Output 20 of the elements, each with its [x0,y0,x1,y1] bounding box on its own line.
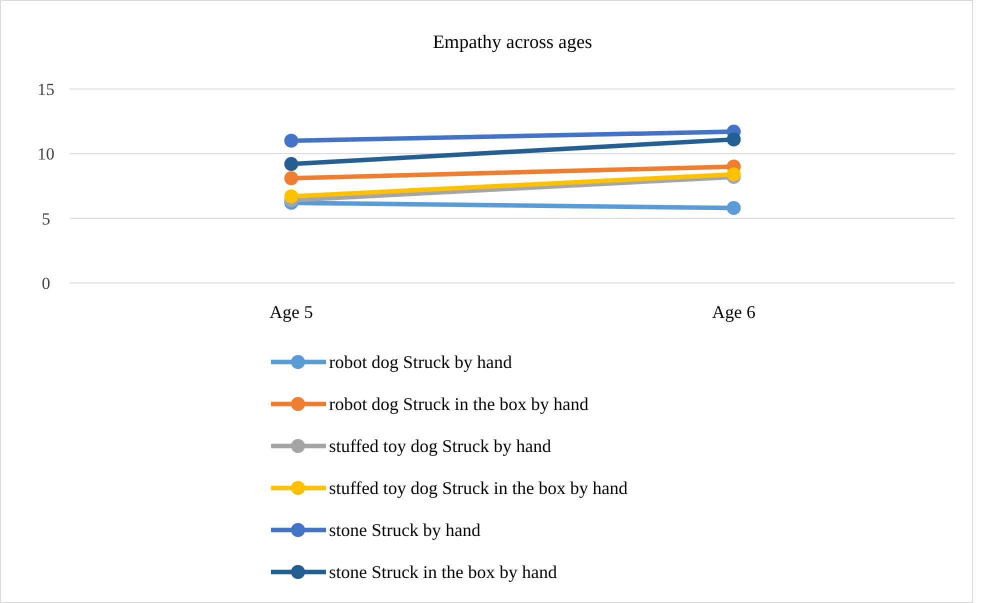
point [726,167,741,182]
point [284,134,298,148]
legend-label: stuffed toy dog Struck in the box by hand [329,478,628,498]
legend-label: stuffed toy dog Struck by hand [329,436,552,456]
legend-label: robot dog Struck in the box by hand [329,394,588,414]
x-tick-label: Age 6 [712,302,756,322]
point [726,132,741,146]
legend-label: stone Struck by hand [329,520,480,540]
point [284,157,298,172]
point [284,171,298,186]
legend-label: stone Struck in the box by hand [329,562,557,582]
y-tick-label: 0 [42,274,50,293]
point [284,189,298,204]
chart-title: Empathy across ages [432,32,592,53]
x-tick-label: Age 5 [270,302,313,322]
legend-label: robot dog Struck by hand [329,352,512,372]
y-tick-label: 10 [38,144,54,164]
point [726,200,741,215]
y-tick-label: 15 [38,80,54,99]
y-tick-label: 5 [42,209,50,228]
